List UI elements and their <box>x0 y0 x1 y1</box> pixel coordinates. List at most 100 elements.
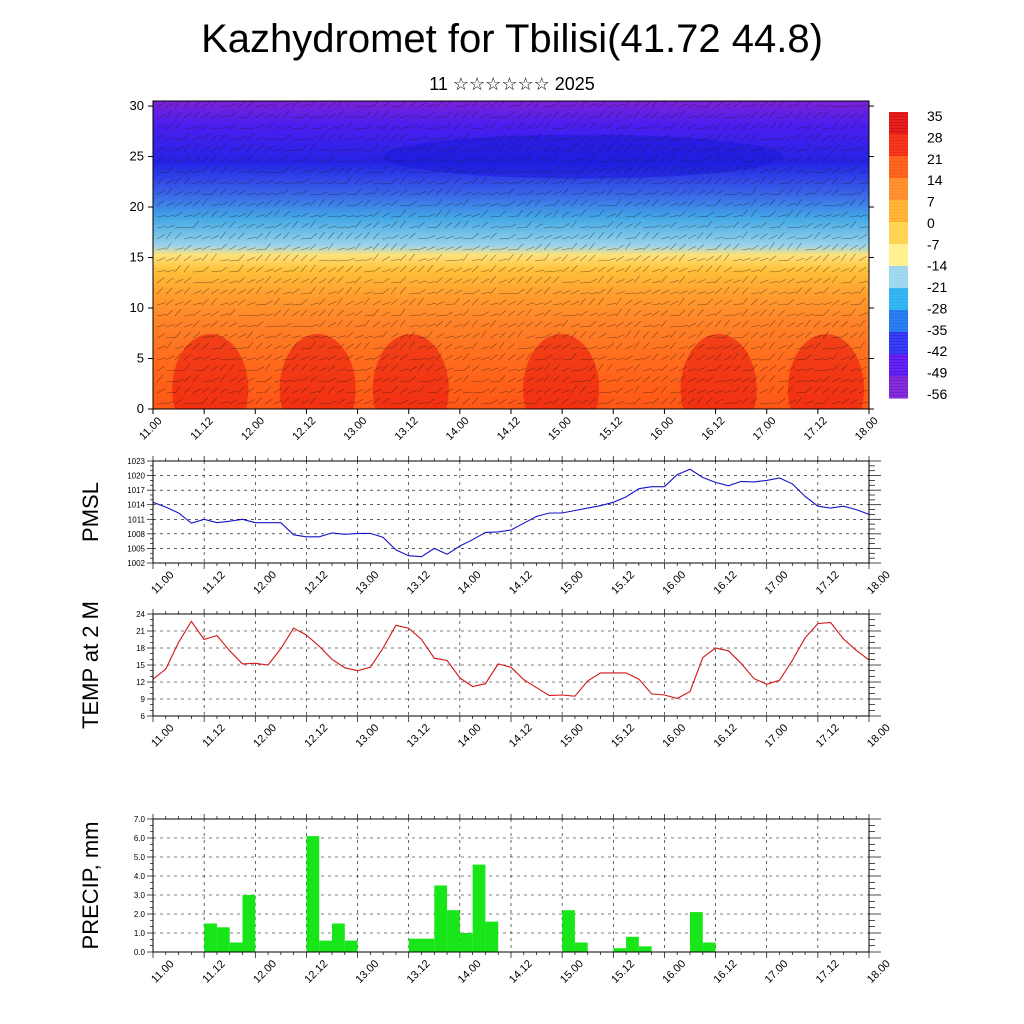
wind-barb <box>741 397 749 405</box>
wind-barb <box>219 133 227 141</box>
wind-barb <box>192 320 200 328</box>
wind-barb <box>543 212 553 218</box>
wind-barb <box>309 310 318 317</box>
wind-barb <box>354 167 363 174</box>
y-tick-label: 1020 <box>127 472 145 481</box>
wind-barb <box>696 232 704 240</box>
wind-barb <box>750 292 760 295</box>
wind-barb <box>390 190 400 196</box>
wind-barb <box>678 135 687 141</box>
wind-barb <box>525 352 532 361</box>
wind-barb <box>624 345 634 350</box>
wind-barb <box>660 266 669 273</box>
wind-barb <box>534 359 544 361</box>
wind-barb <box>579 101 587 108</box>
wind-barb <box>444 376 453 383</box>
wind-barb <box>381 237 391 240</box>
wind-barb <box>633 101 641 108</box>
wind-barb <box>264 253 271 262</box>
wind-barb <box>633 275 640 284</box>
wind-barb <box>723 177 731 185</box>
wind-barb <box>327 167 336 174</box>
wind-barb <box>471 289 481 295</box>
wind-barb <box>525 199 533 207</box>
wind-barb <box>408 298 416 306</box>
x-tick-label: 17.00 <box>763 722 791 750</box>
precip-bar <box>702 942 716 952</box>
wind-barb <box>435 276 444 284</box>
wind-barb <box>291 353 299 361</box>
wind-barb <box>597 168 606 174</box>
wind-barb <box>327 377 337 383</box>
wind-barb <box>606 232 614 240</box>
wind-barb <box>768 290 778 295</box>
y-tick-label: 24 <box>136 610 145 619</box>
wind-barb <box>237 264 244 273</box>
wind-barb <box>336 297 343 306</box>
wind-barb <box>660 335 670 339</box>
wind-barb <box>462 191 472 196</box>
wind-barb <box>534 288 543 295</box>
wind-barb <box>723 116 733 119</box>
wind-barb <box>687 289 697 295</box>
wind-barb <box>309 323 319 328</box>
wind-barb <box>750 364 758 372</box>
wind-barb <box>480 156 489 163</box>
wind-barb <box>534 198 542 207</box>
wind-barb <box>831 300 840 306</box>
wind-barb <box>750 331 759 339</box>
wind-barb <box>480 278 490 284</box>
wind-barb <box>210 253 217 262</box>
wind-barb <box>570 385 577 394</box>
wind-barb <box>309 366 318 372</box>
wind-barb <box>228 390 238 394</box>
wind-barb <box>651 145 660 152</box>
wind-barb <box>831 236 841 240</box>
wind-barb <box>804 287 812 295</box>
wind-barb <box>210 348 221 350</box>
wind-barb <box>525 335 535 339</box>
wind-barb <box>264 114 274 119</box>
wind-barb <box>849 323 859 328</box>
wind-barb <box>381 269 391 273</box>
wind-barb <box>723 299 732 306</box>
wind-barb <box>336 381 347 383</box>
wind-barb <box>354 128 364 130</box>
wind-barb <box>453 297 460 306</box>
wind-barb <box>588 254 596 262</box>
wind-barb <box>264 276 272 284</box>
y-tick-label: 7.0 <box>134 815 146 824</box>
wind-barb <box>570 313 580 317</box>
wind-barb <box>840 320 849 328</box>
wind-barb <box>543 286 550 295</box>
wind-barb <box>660 344 670 350</box>
wind-barb <box>417 312 427 317</box>
wind-barb <box>588 297 596 306</box>
wind-barb <box>219 342 227 350</box>
wind-barb <box>219 211 228 218</box>
wind-barb <box>174 353 182 361</box>
wind-barb <box>264 343 273 350</box>
wind-barb <box>579 347 589 350</box>
wind-barb <box>444 188 452 196</box>
wind-barb <box>354 389 364 394</box>
wind-barb <box>174 112 183 119</box>
wind-barb <box>444 277 453 284</box>
wind-barb <box>480 402 490 405</box>
wind-barb <box>498 292 508 295</box>
wind-barb <box>678 210 686 218</box>
wind-barb <box>426 291 436 295</box>
wind-barb <box>399 276 407 284</box>
wind-barb <box>336 160 346 163</box>
wind-barb <box>660 135 669 141</box>
wind-barb <box>192 388 202 394</box>
wind-barb <box>291 220 299 229</box>
wind-barb <box>381 111 389 119</box>
wind-barb <box>858 187 866 196</box>
wind-barb <box>786 165 793 174</box>
wind-barb <box>732 287 740 295</box>
wind-barb <box>687 199 695 207</box>
wind-barb <box>345 137 355 141</box>
wind-barb <box>201 281 211 284</box>
wind-barb <box>372 354 381 361</box>
